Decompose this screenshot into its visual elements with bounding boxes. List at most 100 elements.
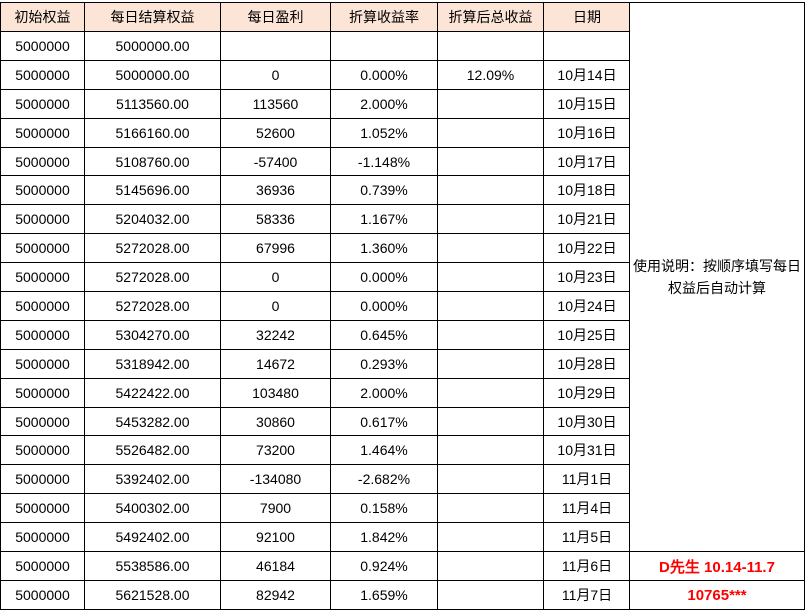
- cell-rate[interactable]: 1.842%: [330, 522, 438, 553]
- cell-total[interactable]: 12.09%: [437, 59, 544, 90]
- cell-settle[interactable]: 5000000.00: [84, 59, 221, 90]
- cell-rate[interactable]: 0.293%: [330, 348, 438, 379]
- cell-profit[interactable]: 0: [220, 291, 331, 321]
- cell-profit[interactable]: 82942: [220, 579, 331, 610]
- cell-initial[interactable]: 5000000: [0, 435, 85, 466]
- cell-date[interactable]: 10月31日: [543, 435, 631, 466]
- cell-rate[interactable]: 0.158%: [330, 493, 438, 524]
- cell-profit[interactable]: 73200: [220, 435, 331, 466]
- cell-date[interactable]: 10月18日: [543, 175, 631, 206]
- cell-initial[interactable]: 5000000: [0, 233, 85, 264]
- cell-rate[interactable]: 0.000%: [330, 291, 438, 321]
- cell-rate[interactable]: [330, 31, 438, 61]
- account-number-annotation[interactable]: 10765***: [630, 580, 804, 609]
- cell-initial[interactable]: 5000000: [0, 522, 85, 553]
- cell-date[interactable]: 10月15日: [543, 88, 631, 119]
- column-header-total[interactable]: 折算后总收益: [437, 2, 544, 32]
- cell-settle[interactable]: 5492402.00: [84, 522, 221, 553]
- cell-total[interactable]: [437, 377, 544, 408]
- cell-date[interactable]: 10月30日: [543, 406, 631, 437]
- cell-profit[interactable]: 14672: [220, 348, 331, 379]
- cell-profit[interactable]: 46184: [220, 551, 331, 581]
- cell-total[interactable]: [437, 319, 544, 350]
- cell-total[interactable]: [437, 493, 544, 524]
- cell-settle[interactable]: 5272028.00: [84, 233, 221, 264]
- cell-settle[interactable]: 5392402.00: [84, 464, 221, 495]
- cell-total[interactable]: [437, 435, 544, 466]
- cell-initial[interactable]: 5000000: [0, 493, 85, 524]
- cell-settle[interactable]: 5000000.00: [84, 31, 221, 61]
- cell-profit[interactable]: 92100: [220, 522, 331, 553]
- cell-rate[interactable]: 1.659%: [330, 579, 438, 610]
- cell-initial[interactable]: 5000000: [0, 175, 85, 206]
- column-header-date[interactable]: 日期: [543, 2, 631, 32]
- cell-settle[interactable]: 5621528.00: [84, 579, 221, 610]
- cell-profit[interactable]: [220, 31, 331, 61]
- cell-total[interactable]: [437, 551, 544, 581]
- cell-total[interactable]: [437, 117, 544, 148]
- cell-settle[interactable]: 5453282.00: [84, 406, 221, 437]
- cell-profit[interactable]: 32242: [220, 319, 331, 350]
- cell-rate[interactable]: 2.000%: [330, 88, 438, 119]
- cell-date[interactable]: 11月1日: [543, 464, 631, 495]
- column-header-initial[interactable]: 初始权益: [0, 2, 85, 32]
- cell-initial[interactable]: 5000000: [0, 31, 85, 61]
- cell-initial[interactable]: 5000000: [0, 146, 85, 177]
- cell-profit[interactable]: 0: [220, 262, 331, 293]
- cell-initial[interactable]: 5000000: [0, 551, 85, 581]
- cell-initial[interactable]: 5000000: [0, 204, 85, 235]
- cell-settle[interactable]: 5204032.00: [84, 204, 221, 235]
- cell-settle[interactable]: 5113560.00: [84, 88, 221, 119]
- cell-total[interactable]: [437, 233, 544, 264]
- cell-rate[interactable]: 1.360%: [330, 233, 438, 264]
- cell-date[interactable]: 10月25日: [543, 319, 631, 350]
- cell-date[interactable]: 10月24日: [543, 291, 631, 321]
- cell-initial[interactable]: 5000000: [0, 464, 85, 495]
- cell-rate[interactable]: 1.052%: [330, 117, 438, 148]
- cell-rate[interactable]: 0.000%: [330, 262, 438, 293]
- cell-rate[interactable]: 1.464%: [330, 435, 438, 466]
- cell-initial[interactable]: 5000000: [0, 319, 85, 350]
- cell-profit[interactable]: -57400: [220, 146, 331, 177]
- cell-total[interactable]: [437, 175, 544, 206]
- column-header-settle[interactable]: 每日结算权益: [84, 2, 221, 32]
- cell-settle[interactable]: 5272028.00: [84, 262, 221, 293]
- cell-rate[interactable]: -1.148%: [330, 146, 438, 177]
- cell-rate[interactable]: 0.645%: [330, 319, 438, 350]
- cell-profit[interactable]: 58336: [220, 204, 331, 235]
- cell-date[interactable]: 10月14日: [543, 59, 631, 90]
- cell-settle[interactable]: 5166160.00: [84, 117, 221, 148]
- cell-rate[interactable]: 0.617%: [330, 406, 438, 437]
- cell-total[interactable]: [437, 464, 544, 495]
- cell-settle[interactable]: 5318942.00: [84, 348, 221, 379]
- cell-settle[interactable]: 5272028.00: [84, 291, 221, 321]
- cell-date[interactable]: 11月4日: [543, 493, 631, 524]
- cell-settle[interactable]: 5526482.00: [84, 435, 221, 466]
- cell-date[interactable]: 10月28日: [543, 348, 631, 379]
- cell-initial[interactable]: 5000000: [0, 59, 85, 90]
- cell-initial[interactable]: 5000000: [0, 88, 85, 119]
- cell-initial[interactable]: 5000000: [0, 348, 85, 379]
- cell-profit[interactable]: 7900: [220, 493, 331, 524]
- cell-total[interactable]: [437, 31, 544, 61]
- cell-date[interactable]: 10月29日: [543, 377, 631, 408]
- column-header-profit[interactable]: 每日盈利: [220, 2, 331, 32]
- cell-total[interactable]: [437, 262, 544, 293]
- cell-profit[interactable]: 67996: [220, 233, 331, 264]
- cell-total[interactable]: [437, 146, 544, 177]
- cell-initial[interactable]: 5000000: [0, 377, 85, 408]
- cell-total[interactable]: [437, 406, 544, 437]
- cell-profit[interactable]: 113560: [220, 88, 331, 119]
- cell-rate[interactable]: 1.167%: [330, 204, 438, 235]
- cell-initial[interactable]: 5000000: [0, 117, 85, 148]
- cell-date[interactable]: 10月21日: [543, 204, 631, 235]
- cell-settle[interactable]: 5422422.00: [84, 377, 221, 408]
- cell-date[interactable]: 10月23日: [543, 262, 631, 293]
- cell-rate[interactable]: 0.000%: [330, 59, 438, 90]
- cell-initial[interactable]: 5000000: [0, 406, 85, 437]
- cell-settle[interactable]: 5108760.00: [84, 146, 221, 177]
- cell-settle[interactable]: 5538586.00: [84, 551, 221, 581]
- cell-total[interactable]: [437, 88, 544, 119]
- column-header-rate[interactable]: 折算收益率: [330, 2, 438, 32]
- cell-initial[interactable]: 5000000: [0, 262, 85, 293]
